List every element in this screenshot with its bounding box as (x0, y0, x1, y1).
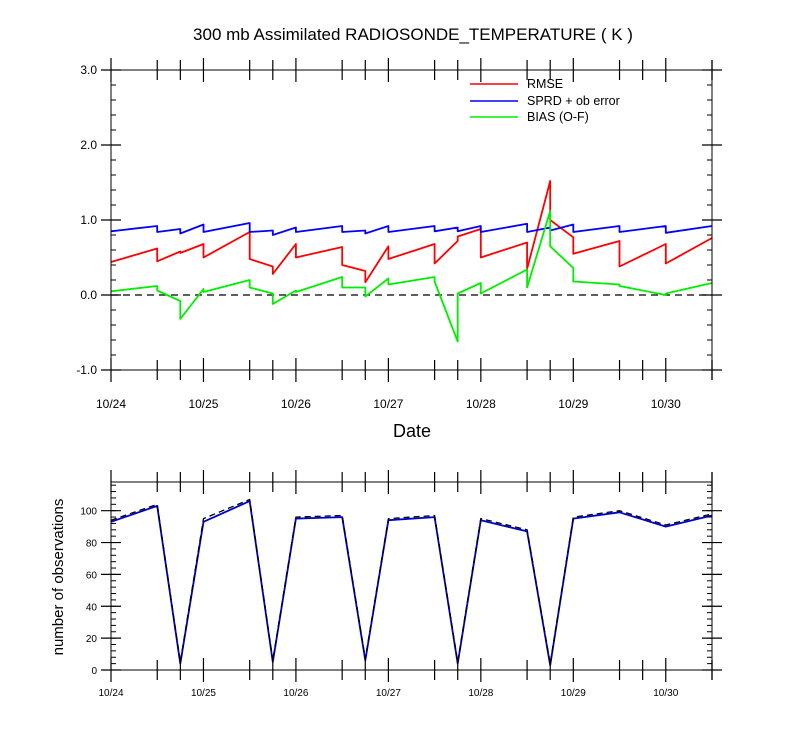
x-tick-label: 10/25 (188, 397, 218, 411)
series-line-2 (110, 210, 713, 343)
top-chart: 300 mb Assimilated RADIOSONDE_TEMPERATUR… (76, 25, 722, 441)
y-tick-label: 0.0 (80, 288, 97, 302)
x-tick-label: 10/24 (98, 688, 123, 699)
y-tick-label: 3.0 (80, 63, 97, 77)
x-tick-label: 10/27 (376, 688, 401, 699)
series-layer (110, 498, 713, 667)
x-tick-label: 10/29 (558, 397, 588, 411)
x-tick-label: 10/24 (96, 397, 126, 411)
y-tick-label: 0 (91, 666, 97, 677)
y-tick-label: -1.0 (76, 363, 97, 377)
tick-layer: 0 20 40 60 80 100 10/24 10/25 10/26 10/27 10/28 10/… (80, 470, 722, 699)
legend: RMSE SPRD + ob error BIAS (O-F) (470, 77, 620, 124)
x-tick-label: 10/28 (466, 397, 496, 411)
y-tick-label: 60 (86, 570, 98, 581)
legend-label-rmse: RMSE (527, 77, 563, 91)
chart-title: 300 mb Assimilated RADIOSONDE_TEMPERATUR… (193, 25, 633, 44)
y-tick-label: 100 (80, 507, 97, 518)
y-tick-label: 40 (86, 602, 98, 613)
series-line-1 (110, 498, 713, 665)
x-tick-label: 10/27 (373, 397, 403, 411)
x-tick-label: 10/26 (281, 397, 311, 411)
plot-frame (110, 481, 713, 671)
series-line-0 (110, 500, 713, 667)
series-layer (110, 180, 713, 343)
x-axis-label: Date (393, 421, 431, 441)
bottom-chart: 0 20 40 60 80 100 10/24 10/25 10/26 10/27 10/28 10/… (50, 470, 722, 699)
legend-label-sprd: SPRD + ob error (527, 94, 620, 108)
x-tick-label: 10/30 (651, 397, 681, 411)
x-tick-label: 10/25 (191, 688, 216, 699)
y-tick-label: 80 (86, 539, 98, 550)
series-line-0 (110, 180, 713, 284)
plot-frame (110, 69, 713, 371)
legend-label-bias: BIAS (O-F) (527, 110, 589, 124)
x-tick-label: 10/26 (283, 688, 308, 699)
x-tick-label: 10/29 (561, 688, 586, 699)
y-tick-label: 1.0 (80, 213, 97, 227)
y-tick-label: 20 (86, 634, 98, 645)
series-line-1 (110, 222, 713, 236)
x-tick-label: 10/30 (653, 688, 678, 699)
y-tick-label: 2.0 (80, 138, 97, 152)
y-axis-label: number of observations (50, 499, 67, 656)
x-tick-label: 10/28 (468, 688, 493, 699)
tick-layer: -1.0 0.0 1.0 2.0 3.0 10/24 10/25 10/26 10/27 10/2… (76, 58, 722, 411)
